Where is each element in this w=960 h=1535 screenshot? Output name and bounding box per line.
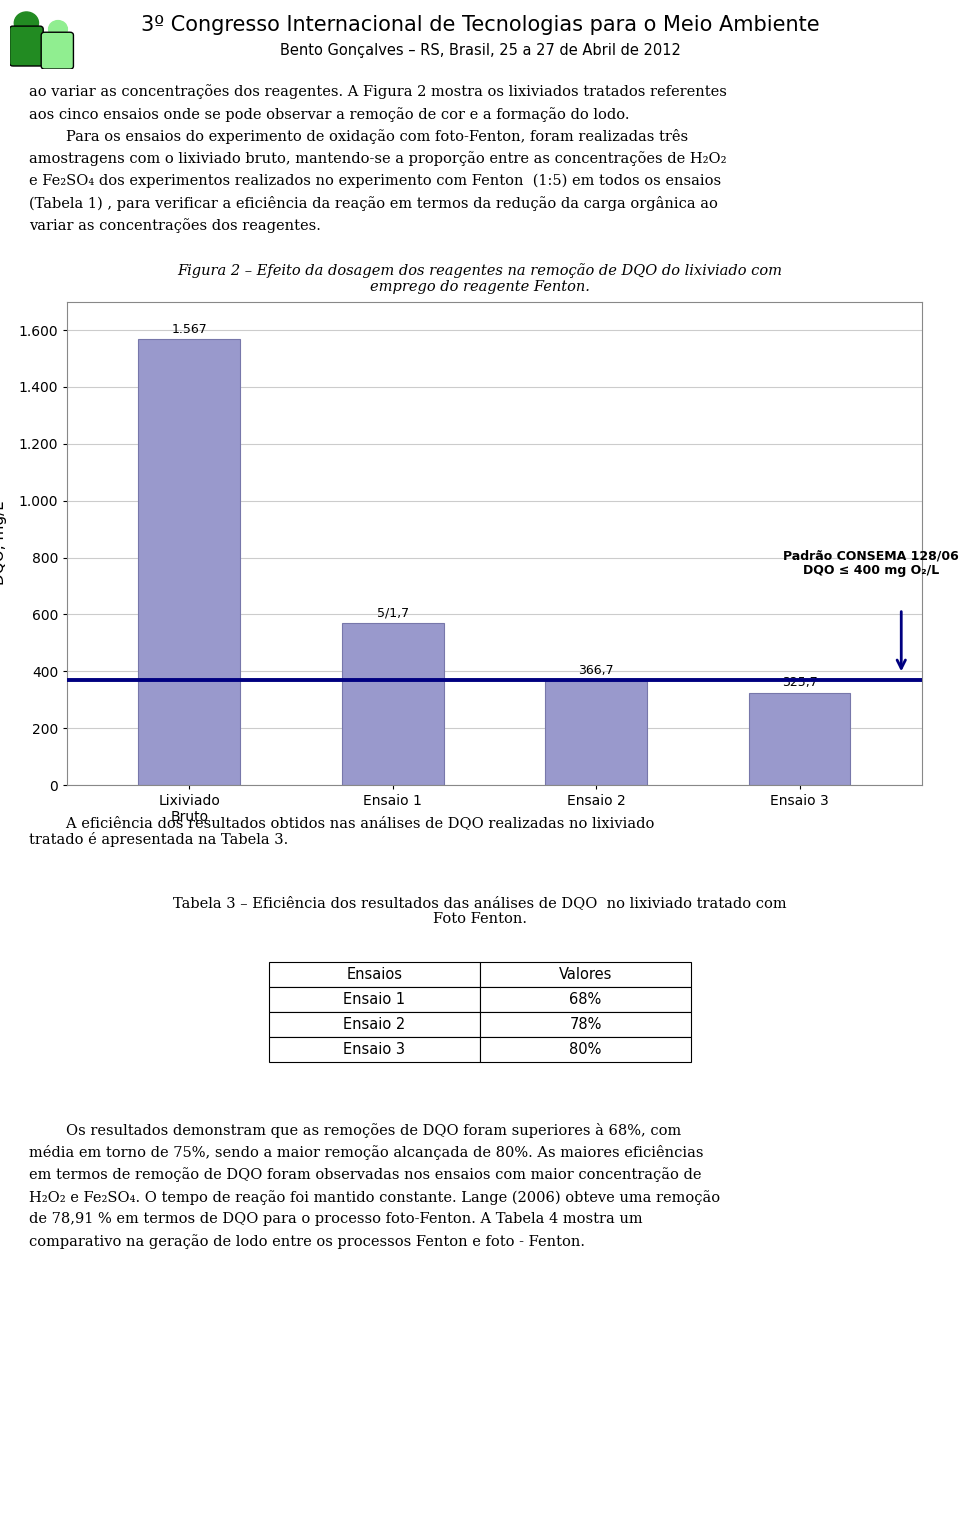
Text: variar as concentrações dos reagentes.: variar as concentrações dos reagentes.: [29, 218, 321, 233]
Text: Padrão CONSEMA 128/06
DQO ≤ 400 mg O₂/L: Padrão CONSEMA 128/06 DQO ≤ 400 mg O₂/L: [782, 550, 959, 577]
Text: Tabela 3 – Eficiência dos resultados das análises de DQO  no lixiviado tratado c: Tabela 3 – Eficiência dos resultados das…: [173, 896, 787, 926]
Text: amostragens com o lixiviado bruto, mantendo-se a proporção entre as concentraçõe: amostragens com o lixiviado bruto, mante…: [29, 150, 727, 166]
Text: (Tabela 1) , para verificar a eficiência da reação em termos da redução da carga: (Tabela 1) , para verificar a eficiência…: [29, 196, 718, 210]
Text: de 78,91 % em termos de DQO para o processo foto-Fenton. A Tabela 4 mostra um: de 78,91 % em termos de DQO para o proce…: [29, 1213, 642, 1226]
Text: Figura 2 – Efeito da dosagem dos reagentes na remoção de DQO do lixiviado com
em: Figura 2 – Efeito da dosagem dos reagent…: [178, 264, 782, 295]
Text: Os resultados demonstram que as remoções de DQO foram superiores à 68%, com: Os resultados demonstram que as remoções…: [29, 1124, 681, 1137]
Text: comparativo na geração de lodo entre os processos Fenton e foto - Fenton.: comparativo na geração de lodo entre os …: [29, 1234, 585, 1249]
Text: e Fe₂SO₄ dos experimentos realizados no experimento com Fenton  (1:5) em todos o: e Fe₂SO₄ dos experimentos realizados no …: [29, 173, 721, 187]
FancyBboxPatch shape: [41, 32, 73, 69]
Text: 366,7: 366,7: [578, 665, 614, 677]
Text: 3º Congresso Internacional de Tecnologias para o Meio Ambiente: 3º Congresso Internacional de Tecnologia…: [141, 15, 819, 35]
Text: em termos de remoção de DQO foram observadas nos ensaios com maior concentração : em termos de remoção de DQO foram observ…: [29, 1168, 702, 1182]
Circle shape: [49, 20, 67, 38]
Bar: [749, 692, 851, 786]
Circle shape: [14, 12, 38, 34]
Text: média em torno de 75%, sendo a maior remoção alcançada de 80%. As maiores eficiê: média em torno de 75%, sendo a maior rem…: [29, 1145, 704, 1160]
Bar: [138, 339, 240, 786]
FancyBboxPatch shape: [10, 26, 43, 66]
Text: ao variar as concentrações dos reagentes. A Figura 2 mostra os lixiviados tratad: ao variar as concentrações dos reagentes…: [29, 84, 727, 100]
Text: 5/1,7: 5/1,7: [376, 606, 409, 619]
Text: aos cinco ensaios onde se pode observar a remoção de cor e a formação do lodo.: aos cinco ensaios onde se pode observar …: [29, 107, 630, 121]
Bar: [545, 682, 647, 786]
Y-axis label: DQO, mg/L: DQO, mg/L: [0, 502, 8, 585]
Text: Para os ensaios do experimento de oxidação com foto-Fenton, foram realizadas trê: Para os ensaios do experimento de oxidaç…: [29, 129, 688, 144]
Text: 325,7: 325,7: [781, 675, 817, 689]
Text: 1.567: 1.567: [172, 322, 207, 336]
Text: Bento Gonçalves – RS, Brasil, 25 a 27 de Abril de 2012: Bento Gonçalves – RS, Brasil, 25 a 27 de…: [279, 43, 681, 58]
Text: H₂O₂ e Fe₂SO₄. O tempo de reação foi mantido constante. Lange (2006) obteve uma : H₂O₂ e Fe₂SO₄. O tempo de reação foi man…: [29, 1190, 720, 1205]
Bar: [342, 623, 444, 786]
Text: A eficiência dos resultados obtidos nas análises de DQO realizadas no lixiviado
: A eficiência dos resultados obtidos nas …: [29, 817, 654, 847]
